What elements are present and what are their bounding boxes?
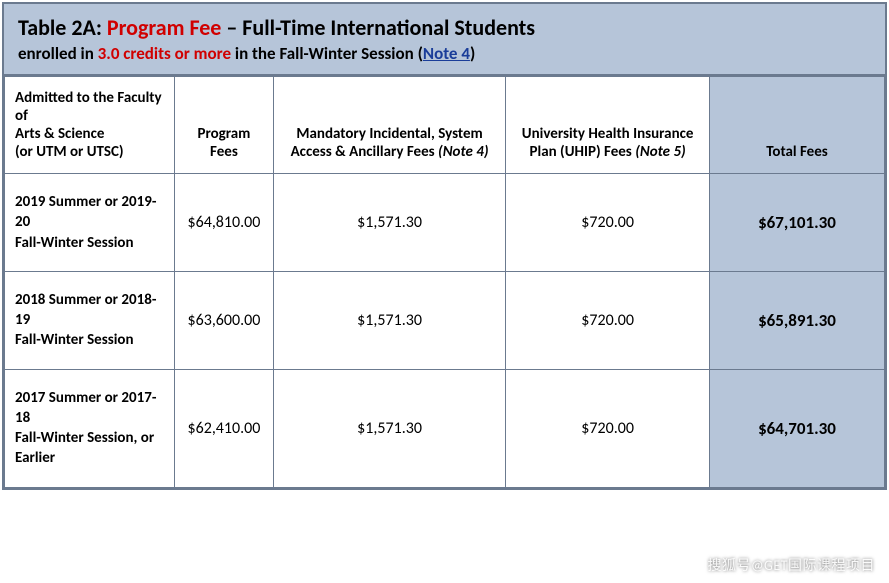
title2-mid: in the Fall-Winter Session (	[231, 43, 423, 64]
col4-note: (Note 5)	[635, 143, 686, 161]
cell-admit: 2019 Summer or 2019-20 Fall-Winter Sessi…	[5, 174, 175, 272]
cell-uhip: $720.00	[506, 369, 710, 487]
title2-pre: enrolled in	[18, 43, 98, 64]
table-row: 2017 Summer or 2017-18 Fall-Winter Sessi…	[5, 369, 885, 487]
table-title-block: Table 2A: Program Fee – Full-Time Intern…	[4, 4, 885, 76]
col-program-fees: Program Fees	[175, 77, 274, 174]
table-row: 2018 Summer or 2018-19 Fall-Winter Sessi…	[5, 271, 885, 369]
cell-incidental: $1,571.30	[273, 174, 505, 272]
cell-uhip: $720.00	[506, 174, 710, 272]
admit-text: 2019 Summer or 2019-20 Fall-Winter Sessi…	[15, 193, 156, 252]
table-title-line1: Table 2A: Program Fee – Full-Time Intern…	[18, 14, 871, 41]
col-total-fees: Total Fees	[710, 77, 885, 174]
title2-end: )	[470, 43, 475, 64]
cell-admit: 2017 Summer or 2017-18 Fall-Winter Sessi…	[5, 369, 175, 487]
cell-admit: 2018 Summer or 2018-19 Fall-Winter Sessi…	[5, 271, 175, 369]
col3-note: (Note 4)	[438, 143, 489, 161]
cell-program: $63,600.00	[175, 271, 274, 369]
cell-program: $64,810.00	[175, 174, 274, 272]
cell-total: $65,891.30	[710, 271, 885, 369]
col-uhip-fees: University Health Insurance Plan (UHIP) …	[506, 77, 710, 174]
cell-total: $67,101.30	[710, 174, 885, 272]
admit-text: 2017 Summer or 2017-18 Fall-Winter Sessi…	[15, 389, 156, 468]
admit-text: 2018 Summer or 2018-19 Fall-Winter Sessi…	[15, 291, 156, 350]
title2-red: 3.0 credits or more	[98, 43, 231, 64]
title1-red: Program Fee	[107, 14, 222, 41]
cell-uhip: $720.00	[506, 271, 710, 369]
col-admitted: Admitted to the Faculty of Arts & Scienc…	[5, 77, 175, 174]
col1-text: Admitted to the Faculty of Arts & Scienc…	[15, 89, 164, 161]
title1-post: – Full-Time International Students	[221, 14, 535, 41]
table-row: 2019 Summer or 2019-20 Fall-Winter Sessi…	[5, 174, 885, 272]
cell-incidental: $1,571.30	[273, 271, 505, 369]
cell-program: $62,410.00	[175, 369, 274, 487]
note4-link[interactable]: Note 4	[423, 43, 470, 64]
table-container: Table 2A: Program Fee – Full-Time Intern…	[2, 2, 887, 490]
watermark-text: 搜狐号@GET国际课程项目	[707, 555, 875, 575]
table-title-line2: enrolled in 3.0 credits or more in the F…	[18, 43, 871, 64]
col-incidental-fees: Mandatory Incidental, System Access & An…	[273, 77, 505, 174]
header-row: Admitted to the Faculty of Arts & Scienc…	[5, 77, 885, 174]
cell-incidental: $1,571.30	[273, 369, 505, 487]
fee-table: Admitted to the Faculty of Arts & Scienc…	[4, 76, 885, 488]
cell-total: $64,701.30	[710, 369, 885, 487]
title1-pre: Table 2A:	[18, 14, 107, 41]
